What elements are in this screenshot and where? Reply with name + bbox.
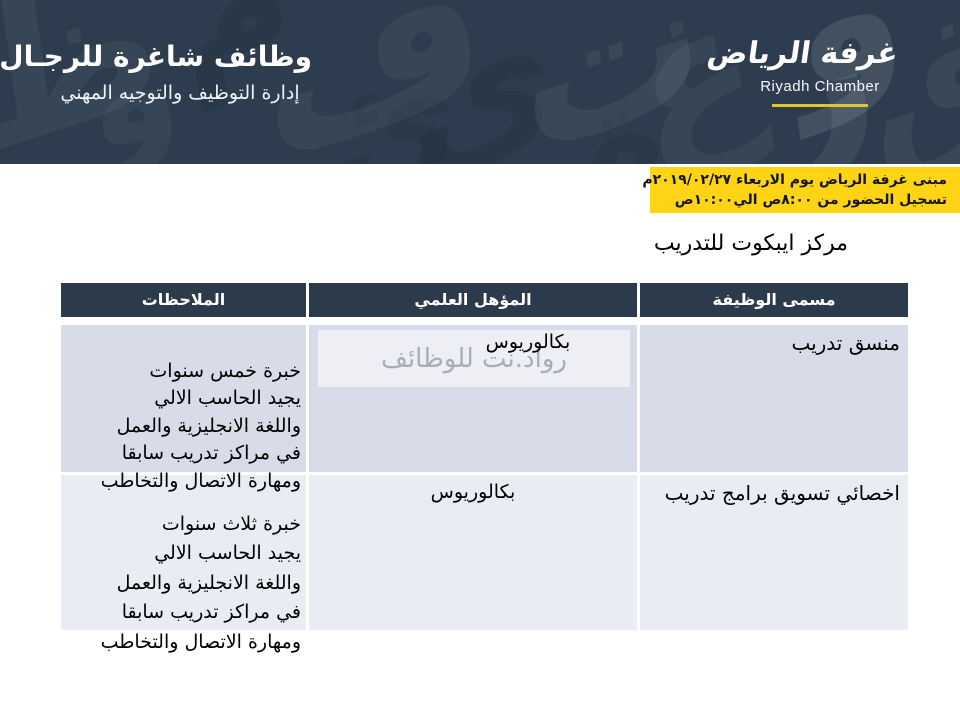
column-header-qualification: المؤهل العلمي xyxy=(309,283,637,317)
qualification-cell: بكالوريوس xyxy=(309,325,637,472)
banner-line-location-date: مبنى غرفة الرياض يوم الاربعاء ٢٠١٩/٠٢/٢٧… xyxy=(642,172,947,188)
job-title-cell: اخصائي تسويق برامج تدريب xyxy=(640,475,908,630)
logo-underline xyxy=(772,104,868,107)
notes-cell: خبرة خمس سنوات يجيد الحاسب الالي واللغة … xyxy=(61,325,306,492)
table-row: منسق تدريب بكالوريوس خبرة خمس سنوات يجيد… xyxy=(61,325,908,492)
column-header-job-title: مسمى الوظيفة xyxy=(640,283,908,317)
header-title-block: وظائف شاغرة للرجـال إدارة التوظيف والتوج… xyxy=(0,40,312,104)
qualification-text: بكالوريوس xyxy=(485,331,571,353)
jobs-table: مسمى الوظيفة المؤهل العلمي الملاحظات منس… xyxy=(61,283,908,653)
banner-line-attendance-time: تسجيل الحضور من ٨:٠٠ص الي١٠:٠٠ص xyxy=(674,192,947,208)
column-header-notes: الملاحظات xyxy=(61,283,306,317)
table-row: اخصائي تسويق برامج تدريب بكالوريوس خبرة … xyxy=(61,475,908,653)
logo-english-text: Riyadh Chamber xyxy=(760,78,880,95)
section-title: مركز ايبكوت للتدريب xyxy=(653,231,848,256)
notes-cell: خبرة ثلاث سنوات يجيد الحاسب الالي واللغة… xyxy=(61,475,306,653)
logo-arabic-text: غرفة الرياض xyxy=(704,36,901,71)
qualification-cell: بكالوريوس xyxy=(309,475,637,630)
event-banner: مبنى غرفة الرياض يوم الاربعاء ٢٠١٩/٠٢/٢٧… xyxy=(642,167,960,213)
notes-text: خبرة ثلاث سنوات يجيد الحاسب الالي واللغة… xyxy=(100,512,301,653)
page-subtitle: إدارة التوظيف والتوجيه المهني xyxy=(60,82,300,104)
riyadh-chamber-logo: غرفة الرياض Riyadh Chamber xyxy=(704,36,901,107)
table-header-row: مسمى الوظيفة المؤهل العلمي الملاحظات xyxy=(61,283,908,317)
job-title-text: منسق تدريب xyxy=(791,331,900,355)
job-title-text: اخصائي تسويق برامج تدريب xyxy=(664,481,900,505)
qualification-text: بكالوريوس xyxy=(430,481,516,503)
header-band: ظومفئيتغورقة وظائف شاغرة للرجـال إدارة ا… xyxy=(0,0,960,164)
notes-text: خبرة خمس سنوات يجيد الحاسب الالي واللغة … xyxy=(100,359,301,492)
watermark-overlay: رواد.نت للوظائف xyxy=(318,330,630,387)
job-title-cell: منسق تدريب xyxy=(640,325,908,472)
page-title: وظائف شاغرة للرجـال xyxy=(0,40,312,73)
